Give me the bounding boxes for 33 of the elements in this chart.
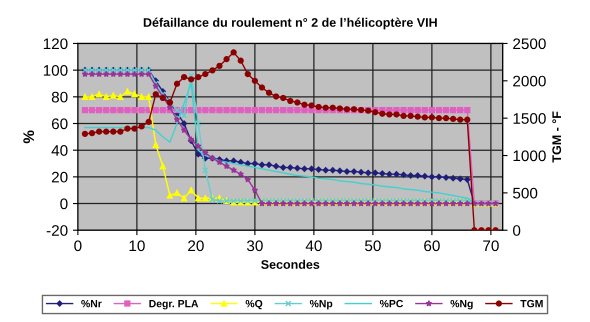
x-axis-title: Secondes — [261, 260, 320, 269]
x-tick-label: 10 — [130, 240, 145, 252]
y2-tick-label: 500 — [513, 188, 538, 199]
legend-label: %Q — [246, 300, 262, 310]
y-axis-title: % — [23, 130, 34, 144]
y-tick-label: 0 — [60, 198, 68, 210]
legend-label: %Np — [310, 300, 332, 310]
y-tick-label: 100 — [44, 65, 68, 76]
x-tick-label: 40 — [306, 240, 322, 252]
y-tick-label: 60 — [52, 118, 68, 130]
y-tick-label: 80 — [52, 92, 68, 103]
y2-tick-label: 1000 — [514, 150, 546, 162]
legend-label: TGM — [520, 300, 543, 308]
y-tick-label: 40 — [52, 145, 68, 156]
y-tick-label: 20 — [52, 172, 68, 183]
legend-label: %Ng — [450, 300, 473, 310]
x-tick-label: 30 — [246, 240, 263, 252]
y-tick-label: -20 — [46, 225, 68, 236]
x-tick-label: 20 — [188, 240, 204, 252]
legend-label: %PC — [380, 300, 404, 308]
legend-label: Degr. PLA — [149, 300, 198, 310]
y-tick-label: 120 — [44, 38, 68, 50]
y2-tick-label: 2500 — [513, 38, 546, 50]
x-tick-label: 70 — [483, 240, 499, 252]
y2-tick-label: 1500 — [514, 113, 546, 124]
x-tick-label: 60 — [424, 240, 440, 252]
y2-axis-title: TGM - °F — [552, 112, 562, 162]
legend-label: %Nr — [81, 300, 102, 308]
x-tick-label: 50 — [364, 240, 381, 252]
chart-title: Défaillance du roulement n° 2 de l’hélicoptère VIH — [144, 18, 437, 30]
y2-tick-label: 0 — [513, 225, 520, 236]
x-tick-label: 0 — [74, 240, 82, 252]
y2-tick-label: 2000 — [513, 76, 546, 87]
